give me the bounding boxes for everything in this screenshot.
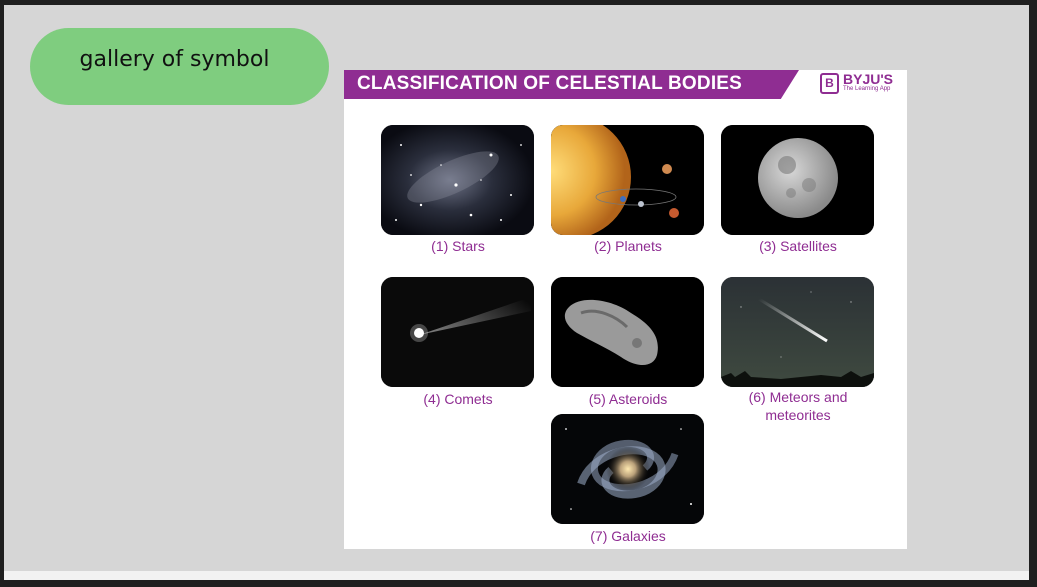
- brand-icon: B: [820, 73, 839, 94]
- meteors-caption-line1: (6) Meteors and: [748, 389, 848, 405]
- meteors-caption: (6) Meteors and meteorites: [708, 388, 888, 424]
- gallery-pill[interactable]: gallery of symbol: [30, 28, 329, 105]
- bottom-strip: [4, 571, 1029, 580]
- stars-image: [381, 125, 534, 235]
- brand-logo: B BYJU'S The Learning App: [820, 71, 893, 95]
- satellites-image: [721, 125, 874, 235]
- title-banner: [344, 70, 799, 99]
- meteors-image: [721, 277, 874, 387]
- comets-caption: (4) Comets: [423, 391, 493, 407]
- gallery-pill-label: gallery of symbol: [79, 47, 270, 72]
- galaxies-image: [551, 414, 704, 524]
- planets-image: [551, 125, 704, 235]
- galaxies-caption: (7) Galaxies: [590, 528, 666, 544]
- satellites-caption: (3) Satellites: [759, 238, 837, 254]
- brand-name: BYJU'S: [843, 71, 894, 87]
- brand-tagline: The Learning App: [843, 86, 891, 92]
- asteroids-image: [551, 277, 704, 387]
- asteroids-caption: (5) Asteroids: [588, 391, 668, 407]
- stars-caption: (1) Stars: [431, 238, 485, 254]
- celestial-bodies-poster: CLASSIFICATION OF CELESTIAL BODIES B BYJ…: [344, 70, 907, 549]
- comets-image: [381, 277, 534, 387]
- meteors-caption-line2: meteorites: [765, 407, 831, 423]
- poster-title: CLASSIFICATION OF CELESTIAL BODIES: [357, 73, 743, 94]
- planets-caption: (2) Planets: [594, 238, 662, 254]
